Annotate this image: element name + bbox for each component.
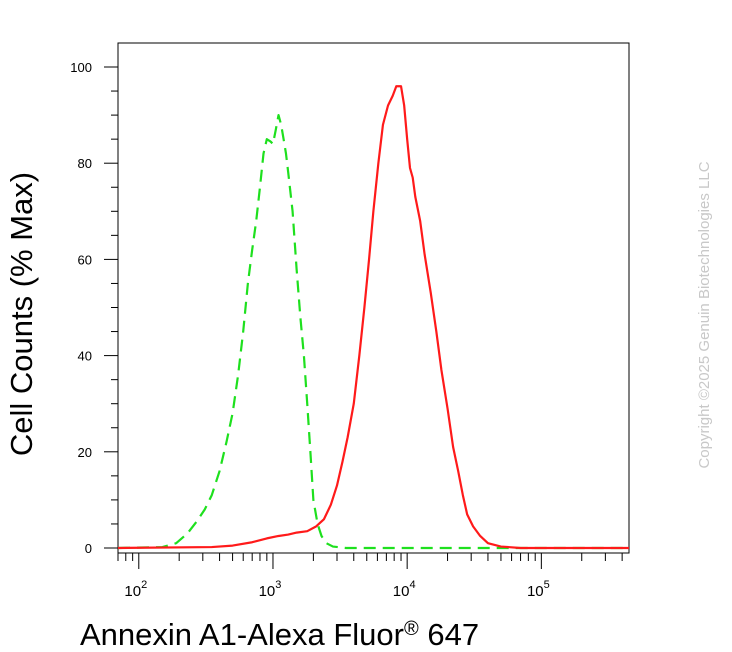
series-layer <box>117 85 629 550</box>
x-tick-base: 10 <box>527 583 544 600</box>
histogram-series-1 <box>117 114 629 550</box>
x-axis-title-tail: 647 <box>419 617 479 652</box>
x-tick-exponent: 2 <box>141 579 147 591</box>
x-tick-label: 105 <box>527 579 550 600</box>
y-tick-label: 0 <box>85 541 92 556</box>
x-tick-base: 10 <box>259 583 276 600</box>
x-tick-label: 102 <box>124 579 147 600</box>
y-tick-label: 40 <box>78 349 92 364</box>
x-axis-title: Annexin A1-Alexa Fluor® 647 <box>80 617 479 652</box>
y-axis-title: Cell Counts (% Max) <box>4 172 39 456</box>
x-tick-base: 10 <box>124 583 141 600</box>
copyright-watermark: Copyright ©2025 Genuin Biotechnologies L… <box>696 161 713 468</box>
histogram-series-2 <box>117 85 629 550</box>
x-tick-label: 104 <box>393 579 416 600</box>
y-tick-label: 60 <box>78 252 92 267</box>
x-tick-base: 10 <box>393 583 410 600</box>
x-axis-title-registered-mark: ® <box>404 618 419 640</box>
y-tick-label: 20 <box>78 445 92 460</box>
x-tick-label: 103 <box>259 579 282 600</box>
y-axis-ticks: 0 20 40 60 80 100 <box>70 60 118 556</box>
y-tick-label: 100 <box>70 60 92 75</box>
x-tick-exponent: 3 <box>275 579 281 591</box>
x-axis-title-main: Annexin A1-Alexa Fluor <box>80 617 404 652</box>
plot-frame <box>117 42 630 554</box>
y-tick-label: 80 <box>78 156 92 171</box>
x-tick-exponent: 5 <box>544 579 550 591</box>
x-tick-exponent: 4 <box>409 579 415 591</box>
x-axis-ticks: 102 103 104 105 <box>117 553 623 600</box>
